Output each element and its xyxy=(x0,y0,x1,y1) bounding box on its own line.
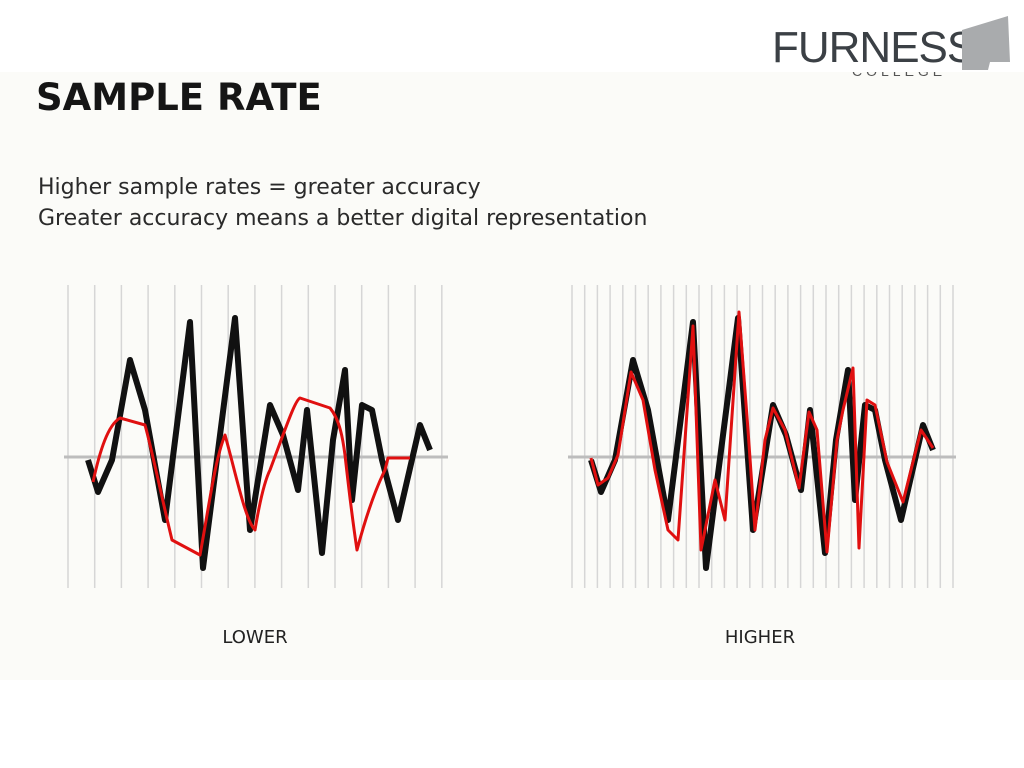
body-line: Higher sample rates = greater accuracy xyxy=(38,175,481,200)
logo-mask xyxy=(0,66,960,72)
waveform-group xyxy=(588,310,936,571)
slide-area xyxy=(0,72,1024,680)
slide-title: SAMPLE RATE xyxy=(36,76,322,119)
sampled-waveform xyxy=(91,396,410,557)
logo-name: FURNESS xyxy=(772,23,975,72)
body-line: Greater accuracy means a better digital … xyxy=(38,206,647,231)
waveform xyxy=(85,315,433,571)
logo-icon xyxy=(962,16,1010,70)
chart-label: LOWER xyxy=(222,627,287,648)
sampled-waveform xyxy=(589,310,935,554)
chart-label: HIGHER xyxy=(725,627,795,648)
